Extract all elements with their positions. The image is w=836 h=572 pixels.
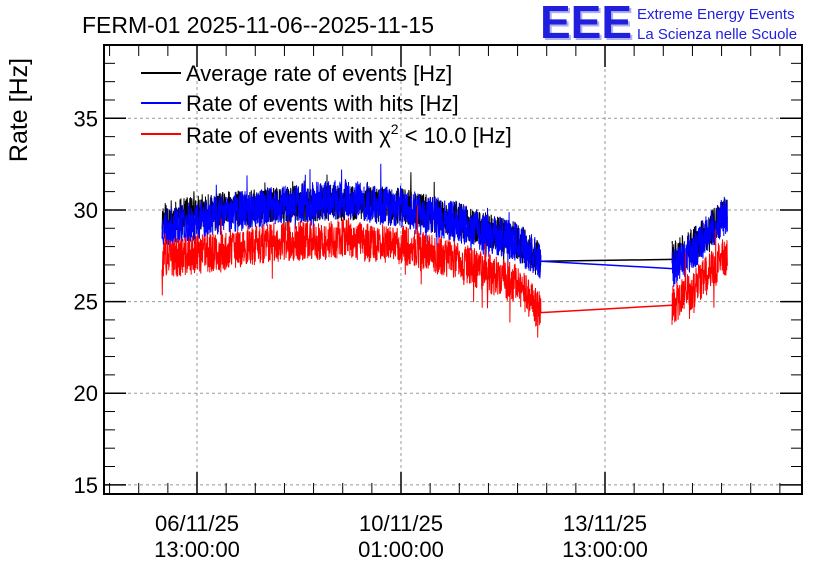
org-name: Extreme Energy Events [637, 6, 795, 23]
chart-title: FERM-01 2025-11-06--2025-11-15 [82, 12, 434, 38]
series-line-chi2 [671, 229, 728, 325]
y-tick-label: 35 [74, 106, 98, 131]
series-line-chi2 [161, 205, 542, 338]
series-line-hits [671, 196, 728, 287]
y-tick-label: 15 [74, 473, 98, 498]
x-tick-label-date: 13/11/25 [563, 511, 647, 536]
axis-ticks [104, 45, 802, 494]
x-tick-label-date: 10/11/25 [359, 511, 443, 536]
legend-chi2-sup: 2 [391, 121, 399, 137]
x-tick-label-time: 01:00:00 [358, 537, 444, 562]
legend-chi2-symbol: χ [379, 123, 391, 148]
x-tick-label-time: 13:00:00 [154, 537, 240, 562]
y-tick-label: 25 [74, 290, 98, 315]
legend-label-chi2: Rate of events with χ2 < 10.0 [Hz] [186, 121, 512, 148]
legend-chi2-suffix: < 10.0 [Hz] [399, 123, 512, 148]
eee-logo: EEE EEE [540, 0, 634, 50]
plot-frame [103, 44, 803, 495]
y-tick-label: 30 [74, 198, 98, 223]
y-axis-label: Rate [Hz] [5, 58, 33, 162]
eee-logo-shadow: EEE [542, 0, 634, 50]
org-subtitle: La Scienza nelle Scuole [637, 26, 797, 43]
legend-chi2-prefix: Rate of events with [186, 123, 379, 148]
legend-label-avg: Average rate of events [Hz] [186, 61, 452, 86]
x-tick-label-time: 13:00:00 [562, 537, 648, 562]
legend-label-hits: Rate of events with hits [Hz] [186, 91, 459, 116]
series-line-hits [161, 163, 542, 279]
x-tick-label-date: 06/11/25 [155, 511, 239, 536]
series-gap-line-hits [540, 260, 673, 270]
tick-labels: 152025303506/11/2513:00:0010/11/2501:00:… [74, 106, 648, 562]
y-tick-label: 20 [74, 381, 98, 406]
series-gap-line-avg [540, 258, 673, 263]
data-series [161, 163, 728, 338]
eee-logo-text: EEE [540, 0, 632, 48]
series-gap-line-chi2 [540, 304, 673, 314]
legend: Average rate of events [Hz] Rate of even… [141, 61, 512, 148]
